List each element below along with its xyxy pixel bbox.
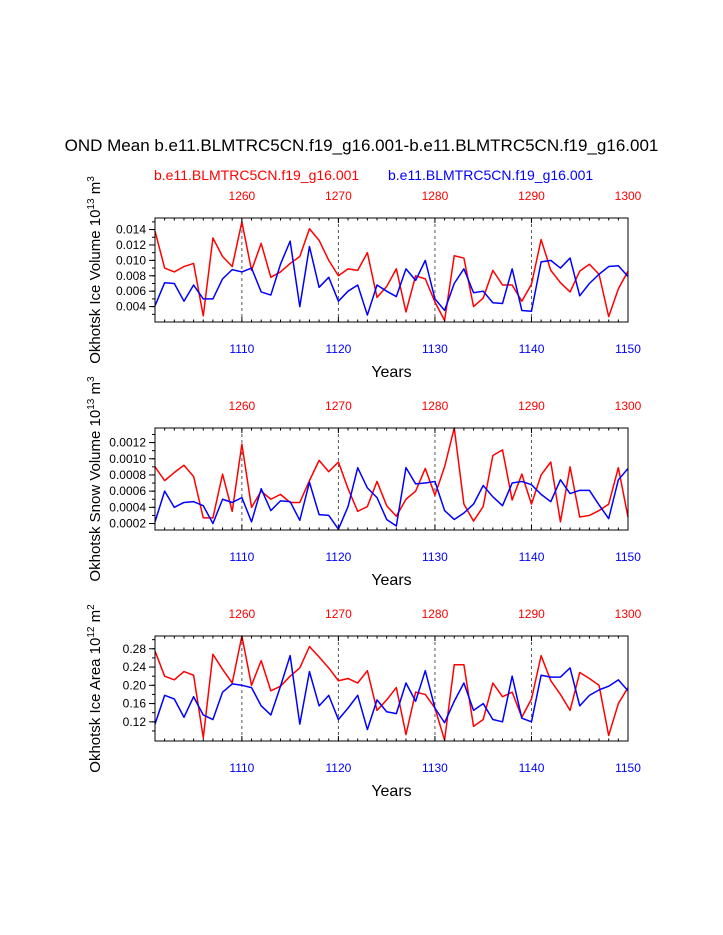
y-axis-title-part: 13 — [86, 198, 97, 210]
y-tick-label: 0.0012 — [109, 436, 146, 450]
x-tick-label-top: 1260 — [229, 189, 256, 203]
x-tick-label-bottom: 1140 — [519, 550, 545, 564]
x-tick-label-top: 1290 — [518, 607, 545, 621]
y-tick-label: 0.004 — [116, 300, 146, 314]
y-axis-title-part: m — [87, 382, 104, 399]
x-tick-label-top: 1270 — [325, 607, 352, 621]
x-tick-label-bottom: 1130 — [422, 761, 448, 775]
figure-title: OND Mean b.e11.BLMTRC5CN.f19_g16.001-b.e… — [64, 136, 659, 155]
plot-frame — [154, 217, 629, 323]
plot-frame — [154, 427, 629, 531]
x-tick-label-bottom: 1140 — [519, 761, 545, 775]
y-axis-title-part: Okhotsk Ice Volume 10 — [87, 210, 104, 364]
y-tick-label: 0.0010 — [109, 452, 146, 466]
x-tick-label-bottom: 1150 — [615, 761, 641, 775]
x-tick-label-top: 1270 — [325, 189, 352, 203]
y-tick-label: 0.008 — [116, 269, 146, 283]
x-tick-label-top: 1290 — [518, 399, 545, 413]
chart-panel-2: 0.0002 0.0004 0.0006 0.0008 0.0010 0.0012 1110… — [86, 376, 642, 589]
x-tick-label-top: 1260 — [229, 399, 256, 413]
y-tick-label: 0.006 — [116, 284, 146, 298]
y-tick-label: 0.0004 — [109, 500, 146, 514]
y-axis-title-part: Okhotsk Ice Area 10 — [87, 638, 104, 773]
x-tick-label-bottom: 1150 — [615, 550, 641, 564]
x-tick-label-bottom: 1120 — [326, 550, 352, 564]
x-tick-label-bottom: 1110 — [229, 761, 254, 775]
x-tick-label-bottom: 1150 — [615, 342, 641, 356]
series-red-line — [154, 635, 629, 741]
y-tick-label: 0.0006 — [109, 484, 146, 498]
y-axis-title: Okhotsk Snow Volume 1013 m3 — [86, 376, 104, 582]
y-tick-label: 0.12 — [123, 715, 147, 729]
y-axis-title-part: 3 — [86, 176, 97, 182]
x-axis-title: Years — [371, 364, 411, 381]
y-tick-label: 0.010 — [116, 253, 146, 267]
series-red-line — [154, 427, 629, 523]
x-tick-label-bottom: 1130 — [422, 342, 448, 356]
y-tick-label: 0.0008 — [109, 468, 146, 482]
x-tick-label-top: 1300 — [615, 399, 642, 413]
series-blue-line — [154, 240, 629, 316]
x-tick-label-top: 1270 — [325, 399, 352, 413]
x-tick-label-top: 1280 — [422, 189, 449, 203]
legend-entry-blue: b.e11.BLMTRC5CN.f19_g16.001 — [388, 167, 594, 183]
y-tick-label: 0.0002 — [109, 517, 146, 531]
y-axis-title: Okhotsk Ice Area 1012 m2 — [86, 604, 104, 773]
x-tick-label-bottom: 1120 — [326, 342, 352, 356]
legend-entry-red: b.e11.BLMTRC5CN.f19_g16.001 — [154, 167, 360, 183]
x-tick-label-top: 1260 — [229, 607, 256, 621]
x-tick-label-bottom: 1140 — [519, 342, 545, 356]
plot-frame — [154, 635, 629, 742]
x-tick-label-bottom: 1110 — [229, 342, 254, 356]
series-blue-line — [154, 466, 629, 530]
y-axis-title-part: Okhotsk Snow Volume 10 — [87, 410, 104, 582]
x-axis-title: Years — [371, 572, 411, 589]
y-tick-label: 0.20 — [123, 678, 147, 692]
y-axis-title-part: m — [87, 610, 104, 627]
chart-panel-3: 0.12 0.16 0.20 0.24 0.28 1110 1120 1130 1140 1150… — [86, 604, 642, 800]
y-tick-label: 0.16 — [123, 697, 147, 711]
y-axis-title-part: 12 — [86, 626, 97, 638]
y-tick-label: 0.014 — [116, 223, 146, 237]
x-tick-label-bottom: 1120 — [326, 761, 352, 775]
series-red-line — [154, 221, 629, 322]
y-axis-title-part: 3 — [86, 376, 97, 382]
y-axis-title: Okhotsk Ice Volume 1013 m3 — [86, 176, 104, 364]
x-axis-title: Years — [371, 783, 411, 800]
y-axis-title-part: 2 — [86, 604, 97, 610]
x-tick-label-bottom: 1110 — [229, 550, 254, 564]
y-tick-label: 0.24 — [123, 660, 147, 674]
x-tick-label-top: 1280 — [422, 607, 449, 621]
y-axis-title-part: 13 — [86, 398, 97, 410]
x-tick-label-top: 1300 — [615, 607, 642, 621]
y-tick-label: 0.012 — [116, 238, 146, 252]
y-axis-title-part: m — [87, 182, 104, 199]
series-blue-line — [154, 654, 629, 731]
x-tick-label-bottom: 1130 — [422, 550, 448, 564]
x-tick-label-top: 1290 — [518, 189, 545, 203]
x-tick-label-top: 1280 — [422, 399, 449, 413]
y-tick-label: 0.28 — [123, 642, 147, 656]
x-tick-label-top: 1300 — [615, 189, 642, 203]
